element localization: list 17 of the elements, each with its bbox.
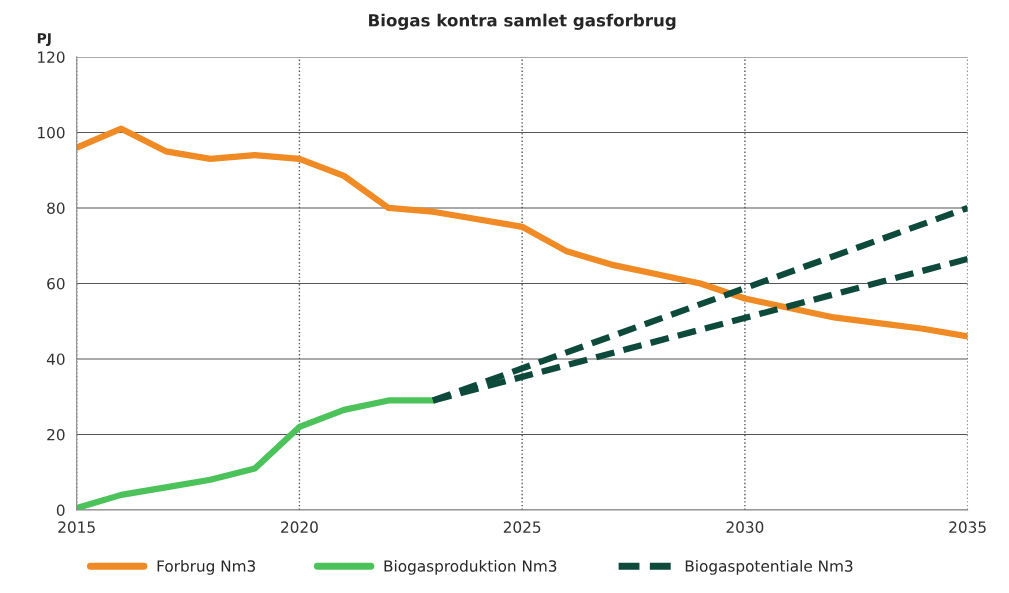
y-tick-label: 120 [38,51,65,63]
y-tick-label: 0 [56,504,65,516]
y-tick-label: 20 [47,428,65,441]
y-tick-label: 40 [46,353,65,365]
x-tick-label: 2015 [58,521,95,533]
chart-title: Biogas kontra samlet gasforbrug [369,13,676,30]
x-tick-label: 2025 [503,521,541,533]
y-tick-label: 100 [38,126,65,139]
legend-label: Biogasproduktion Nm3 [384,559,557,575]
x-tick-label: 2030 [726,521,764,533]
y-axis-title: PJ [37,33,51,47]
legend-label: Biogaspotentiale Nm3 [685,559,853,575]
x-tick-label: 2020 [281,521,318,533]
legend-label: Forbrug Nm3 [157,559,256,575]
x-tick-label: 2035 [949,521,986,533]
y-tick-label: 60 [47,277,65,290]
y-tick-label: 80 [47,202,65,214]
